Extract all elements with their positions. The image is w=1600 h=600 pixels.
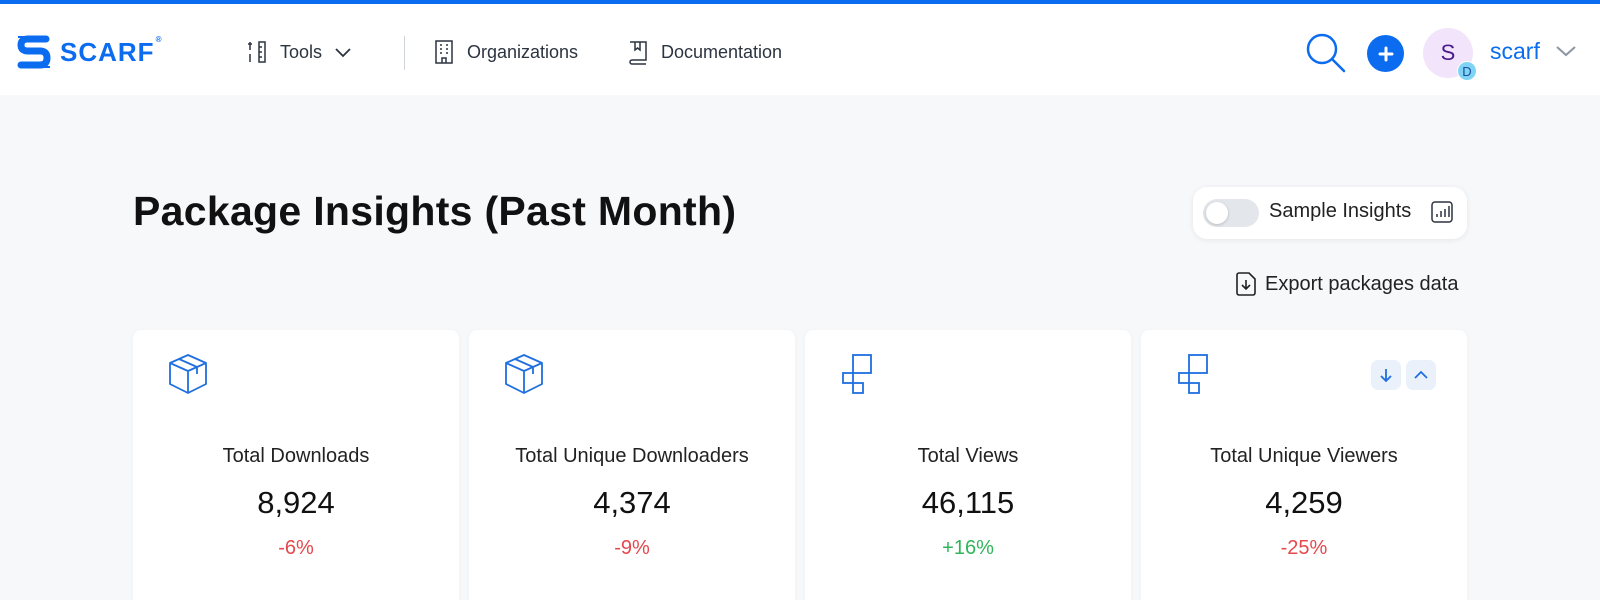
- stat-change: -9%: [614, 537, 650, 559]
- export-label: Export packages data: [1265, 272, 1459, 295]
- tools-icon: [248, 41, 266, 63]
- stat-card-total-unique-viewers: Total Unique Viewers 4,259 -25%: [1141, 330, 1467, 600]
- search-button[interactable]: [1305, 32, 1347, 74]
- package-box-icon: [169, 354, 207, 394]
- nav-tools[interactable]: Tools: [246, 34, 352, 70]
- user-menu-chevron[interactable]: [1555, 44, 1577, 63]
- toggle-knob: [1206, 202, 1228, 224]
- export-packages-link[interactable]: Export packages data: [1235, 270, 1458, 298]
- scarf-logo[interactable]: SCARF ®: [16, 31, 163, 73]
- nav-organizations[interactable]: Organizations: [433, 34, 578, 70]
- top-accent-bar: [0, 0, 1600, 4]
- sort-down-button[interactable]: [1371, 360, 1401, 390]
- download-file-icon: [1236, 272, 1256, 296]
- brand-name: SCARF ®: [60, 34, 163, 67]
- nav-tools-label: Tools: [280, 41, 323, 62]
- page-title: Package Insights (Past Month): [133, 188, 737, 234]
- avatar-initial: S: [1440, 40, 1456, 65]
- stat-change: +16%: [942, 537, 994, 559]
- stat-label: Total Unique Downloaders: [515, 445, 749, 467]
- chevron-down-icon: [1556, 46, 1576, 57]
- stat-label: Total Views: [917, 445, 1019, 467]
- nav-documentation-label: Documentation: [661, 41, 783, 62]
- plus-icon: [1378, 46, 1393, 61]
- chevron-up-icon: [1414, 370, 1428, 379]
- arrow-down-icon: [1380, 369, 1392, 383]
- stat-card-total-unique-downloaders: Total Unique Downloaders 4,374 -9%: [469, 330, 795, 600]
- stat-card-total-downloads: Total Downloads 8,924 -6%: [133, 330, 459, 600]
- book-icon: [629, 41, 647, 65]
- nav-organizations-label: Organizations: [467, 41, 579, 62]
- nav-divider: [404, 36, 405, 70]
- nav-documentation[interactable]: Documentation: [627, 34, 782, 70]
- search-icon: [1306, 33, 1346, 73]
- stat-label: Total Downloads: [222, 445, 370, 467]
- sample-insights-toggle-card: Sample Insights: [1193, 187, 1467, 239]
- chevron-down-icon: [335, 48, 351, 58]
- user-menu-name[interactable]: scarf: [1490, 38, 1540, 64]
- sample-insights-label: Sample Insights: [1269, 200, 1412, 222]
- views-squares-icon: [842, 354, 872, 394]
- collapse-up-button[interactable]: [1406, 360, 1436, 390]
- package-box-icon: [505, 354, 543, 394]
- stat-value: 4,374: [593, 485, 671, 520]
- building-icon: [435, 40, 453, 64]
- stat-value: 4,259: [1265, 485, 1343, 520]
- stat-value: 8,924: [257, 485, 335, 520]
- views-squares-icon: [1178, 354, 1208, 394]
- stat-change: -25%: [1280, 537, 1328, 559]
- bar-chart-icon: [1431, 201, 1453, 223]
- sample-insights-toggle[interactable]: [1203, 199, 1259, 227]
- stat-value: 46,115: [921, 485, 1015, 520]
- top-navbar: SCARF ® Tools Organizations Documentation…: [0, 4, 1600, 95]
- create-button[interactable]: [1367, 35, 1404, 72]
- stat-label: Total Unique Viewers: [1210, 445, 1398, 467]
- scarf-logo-icon: [17, 35, 51, 69]
- stat-card-total-views: Total Views 46,115 +16%: [805, 330, 1131, 600]
- avatar-badge: D: [1457, 61, 1477, 81]
- stat-change: -6%: [278, 537, 314, 559]
